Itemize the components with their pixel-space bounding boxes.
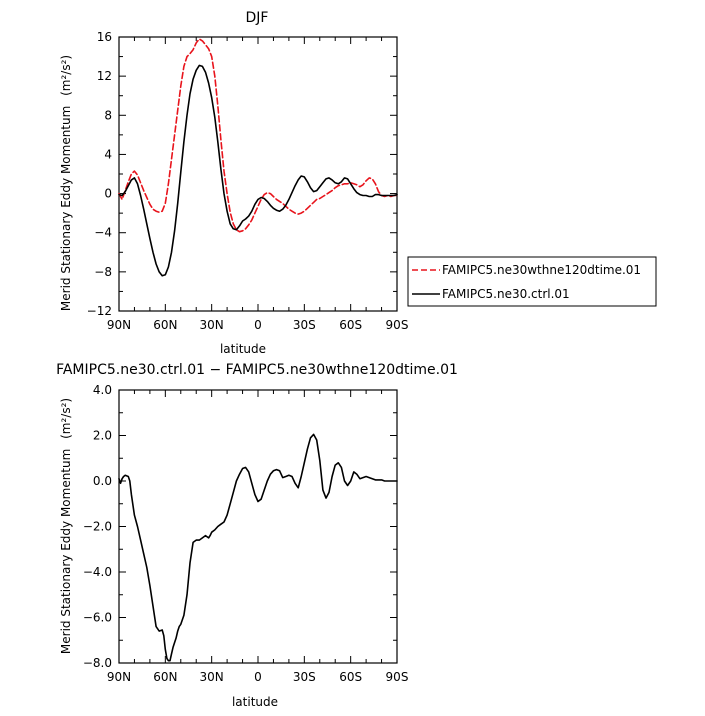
x-axis-label: latitude bbox=[220, 342, 266, 356]
bottom-panel: FAMIPC5.ne30.ctrl.01 − FAMIPC5.ne30wthne… bbox=[56, 362, 458, 709]
y-tick-label: 12 bbox=[97, 69, 112, 83]
y-tick-label: −8.0 bbox=[83, 656, 112, 670]
y-axis-unit: (m²/s²) bbox=[59, 398, 73, 439]
y-axis-label-text: Merid Stationary Eddy Momentum bbox=[59, 106, 73, 311]
series-line-solid bbox=[118, 433, 398, 662]
series-group bbox=[118, 38, 398, 277]
y-axis-label: Merid Stationary Eddy Momentum (m²/s²) bbox=[59, 398, 73, 654]
y-tick-label: −8 bbox=[94, 265, 112, 279]
x-tick-label: 30S bbox=[293, 318, 316, 332]
x-tick-label: 60N bbox=[153, 670, 177, 684]
x-tick-label: 60S bbox=[339, 670, 362, 684]
series-line-solid bbox=[118, 64, 398, 277]
y-tick-label: −4.0 bbox=[83, 565, 112, 579]
series-line-dashed bbox=[118, 38, 398, 233]
x-tick-label: 0 bbox=[254, 318, 262, 332]
y-tick-label: 0 bbox=[104, 187, 112, 201]
x-tick-label: 90S bbox=[386, 318, 409, 332]
y-axis-unit: (m²/s²) bbox=[59, 55, 73, 96]
y-tick-label: −12 bbox=[87, 304, 112, 318]
x-tick-label: 60N bbox=[153, 318, 177, 332]
y-tick-label: −6.0 bbox=[83, 611, 112, 625]
y-tick-label: 16 bbox=[97, 30, 112, 44]
x-tick-label: 30N bbox=[200, 318, 224, 332]
x-tick-label: 30S bbox=[293, 670, 316, 684]
y-tick-label: 0.0 bbox=[93, 474, 112, 488]
x-tick-label: 30N bbox=[200, 670, 224, 684]
y-axis-label-text: Merid Stationary Eddy Momentum bbox=[59, 449, 73, 654]
difference-chart-title: FAMIPC5.ne30.ctrl.01 − FAMIPC5.ne30wthne… bbox=[56, 362, 458, 378]
legend: FAMIPC5.ne30wthne120dtime.01 FAMIPC5.ne3… bbox=[407, 256, 657, 307]
plot-frame bbox=[118, 389, 398, 664]
y-tick-label: −4 bbox=[94, 226, 112, 240]
x-tick-label: 0 bbox=[254, 670, 262, 684]
x-tick-label: 90N bbox=[107, 318, 131, 332]
y-tick-label: 4.0 bbox=[93, 383, 112, 397]
x-tick-label: 60S bbox=[339, 318, 362, 332]
legend-item-2: FAMIPC5.ne30.ctrl.01 bbox=[442, 287, 570, 301]
chart-title: DJF bbox=[246, 10, 269, 26]
y-tick-label: 4 bbox=[104, 147, 112, 161]
top-panel: DJF 90N 60N 30N 0 30S 60S 90S −12 −8 −4 0 4 8 12 16 la… bbox=[59, 10, 408, 356]
axis-ticks: 90N 60N 30N 0 30S 60S 90S −8.0 −6.0 −4.0 −2.0 0.0 2.… bbox=[83, 383, 409, 684]
x-tick-label: 90N bbox=[107, 670, 131, 684]
series-group bbox=[118, 433, 398, 662]
x-tick-label: 90S bbox=[386, 670, 409, 684]
plot-frame bbox=[118, 36, 398, 312]
y-axis-label: Merid Stationary Eddy Momentum (m²/s²) bbox=[59, 55, 73, 311]
legend-item-1: FAMIPC5.ne30wthne120dtime.01 bbox=[442, 263, 641, 277]
x-axis-label: latitude bbox=[232, 695, 278, 709]
legend-box bbox=[407, 256, 657, 307]
y-tick-label: 8 bbox=[104, 108, 112, 122]
y-tick-label: −2.0 bbox=[83, 520, 112, 534]
axis-ticks: 90N 60N 30N 0 30S 60S 90S −12 −8 −4 0 4 8 12 16 bbox=[87, 30, 409, 332]
y-tick-label: 2.0 bbox=[93, 429, 112, 443]
